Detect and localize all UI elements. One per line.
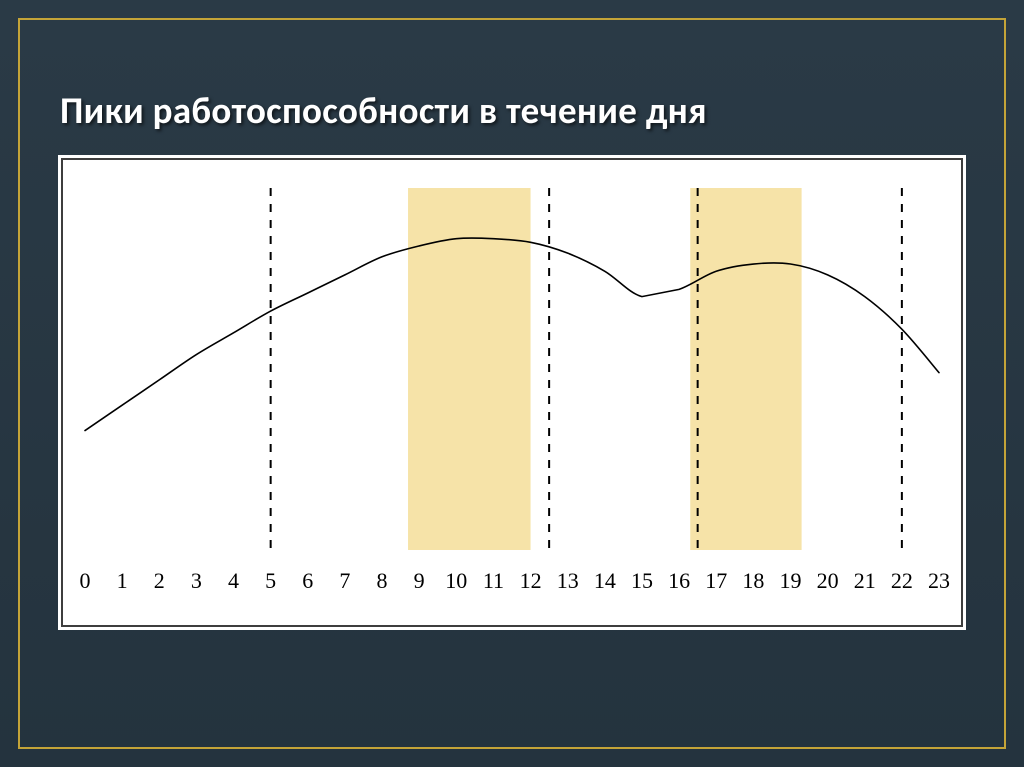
x-label-19: 19 (779, 568, 801, 593)
x-label-15: 15 (631, 568, 653, 593)
x-label-5: 5 (265, 568, 276, 593)
x-label-0: 0 (80, 568, 91, 593)
slide-title: Пики работоспособности в течение дня (60, 88, 707, 133)
x-label-18: 18 (742, 568, 764, 593)
x-label-7: 7 (339, 568, 350, 593)
x-label-17: 17 (705, 568, 727, 593)
x-label-16: 16 (668, 568, 690, 593)
x-label-11: 11 (483, 568, 504, 593)
x-label-3: 3 (191, 568, 202, 593)
x-label-9: 9 (414, 568, 425, 593)
chart-svg: 01234567891011121314151617181920212223 (63, 160, 961, 625)
x-label-22: 22 (891, 568, 913, 593)
x-label-20: 20 (817, 568, 839, 593)
x-label-8: 8 (377, 568, 388, 593)
x-label-1: 1 (117, 568, 128, 593)
x-label-21: 21 (854, 568, 876, 593)
x-label-23: 23 (928, 568, 950, 593)
x-label-4: 4 (228, 568, 239, 593)
peak-band-1 (690, 188, 801, 550)
slide-root: Пики работоспособности в течение дня 012… (0, 0, 1024, 767)
x-label-13: 13 (557, 568, 579, 593)
x-label-12: 12 (520, 568, 542, 593)
peak-band-0 (408, 188, 531, 550)
x-label-10: 10 (445, 568, 467, 593)
x-label-14: 14 (594, 568, 616, 593)
x-label-6: 6 (302, 568, 313, 593)
performance-chart: 01234567891011121314151617181920212223 (63, 160, 961, 625)
x-label-2: 2 (154, 568, 165, 593)
